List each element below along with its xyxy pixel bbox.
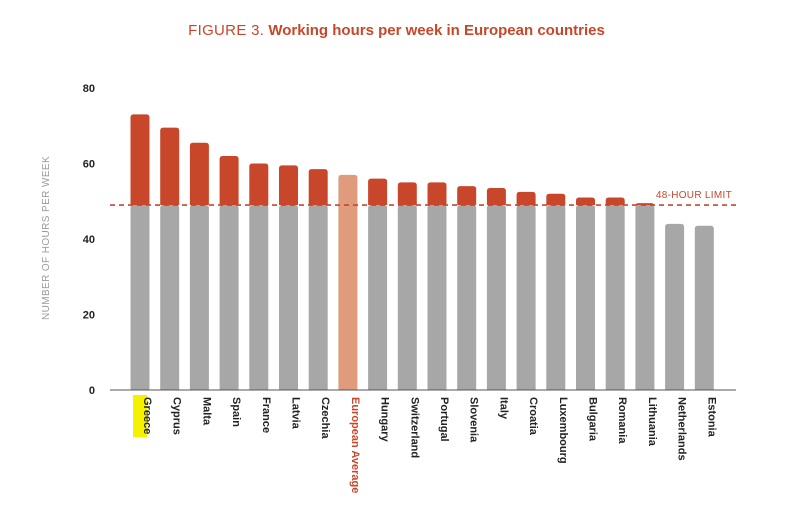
x-tick-label: Croatia [527,397,539,436]
bar-excess [457,186,477,206]
bar-excess [189,142,209,206]
bar-excess [486,188,506,206]
bar-excess [130,114,150,206]
bar-excess [219,155,239,206]
figure-title-text: Working hours per week in European count… [268,22,605,39]
bars [130,114,714,390]
bar-excess [427,182,447,206]
bar-excess [368,178,388,206]
bar-base [516,205,536,390]
x-tick-label: Netherlands [676,397,688,461]
x-tick-label: Switzerland [408,397,420,458]
bar-base [397,205,417,390]
x-tick-label: European Average [349,397,361,493]
bar-base [219,205,239,390]
y-tick-label: 20 [83,310,95,322]
bar-base [308,205,328,390]
bar-base [457,205,477,390]
bar-base [486,205,506,390]
x-tick-label: Latvia [290,397,302,430]
x-tick-label: Greece [141,397,153,434]
bar-excess [546,193,566,206]
bar-base [279,205,298,390]
x-tick-label: Lithuania [646,397,658,447]
x-tick-label: France [260,397,272,433]
limit-label: 48-HOUR LIMIT [656,190,732,201]
x-tick-label: Cyprus [171,397,183,435]
y-tick-label: 0 [89,385,95,397]
x-tick-label: Slovenia [468,397,480,443]
bar-base [189,205,209,390]
x-tick-label: Luxembourg [557,397,569,464]
x-tick-label: Portugal [438,397,450,442]
figure-title: FIGURE 3. Working hours per week in Euro… [0,22,793,39]
bar-base [605,205,625,390]
bar-excess [160,127,180,206]
x-tick-label: Czechia [319,397,331,439]
bar-base [546,205,566,390]
x-axis-labels: Greece Cyprus Malta Spain France Latvia Czechi… [133,395,717,493]
x-tick-label: Spain [230,397,242,427]
x-tick-label: Malta [200,397,212,426]
x-tick-label: Bulgaria [587,397,599,442]
bar-base [427,205,447,390]
bar-base [665,223,685,390]
bar-base [249,205,269,390]
bar-base [694,225,714,390]
bar-base [635,205,655,390]
highlight-marker [133,395,147,438]
bar-base [160,205,180,390]
y-tick-label: 40 [83,234,95,246]
bar-base [130,205,150,390]
figure-number: FIGURE 3. [188,22,265,39]
bar-excess [308,169,328,206]
y-tick-label: 60 [83,159,95,171]
bar-base [368,205,388,390]
bar-excess [249,163,269,206]
x-tick-label: Estonia [705,397,717,438]
bar-excess [279,165,298,206]
bar-excess [516,191,536,206]
bar-average [338,174,358,390]
x-tick-label: Italy [497,397,509,420]
x-tick-label: Romania [616,397,628,444]
y-tick-label: 80 [83,83,95,95]
bar-base [576,205,595,390]
bar-excess [605,197,625,206]
y-axis: 0 20 40 60 80 [83,83,95,397]
x-tick-label: Hungary [379,397,391,443]
bar-excess [576,197,595,206]
bar-excess [397,182,417,206]
y-axis-label: NUMBER OF HOURS PER WEEK [41,156,52,320]
